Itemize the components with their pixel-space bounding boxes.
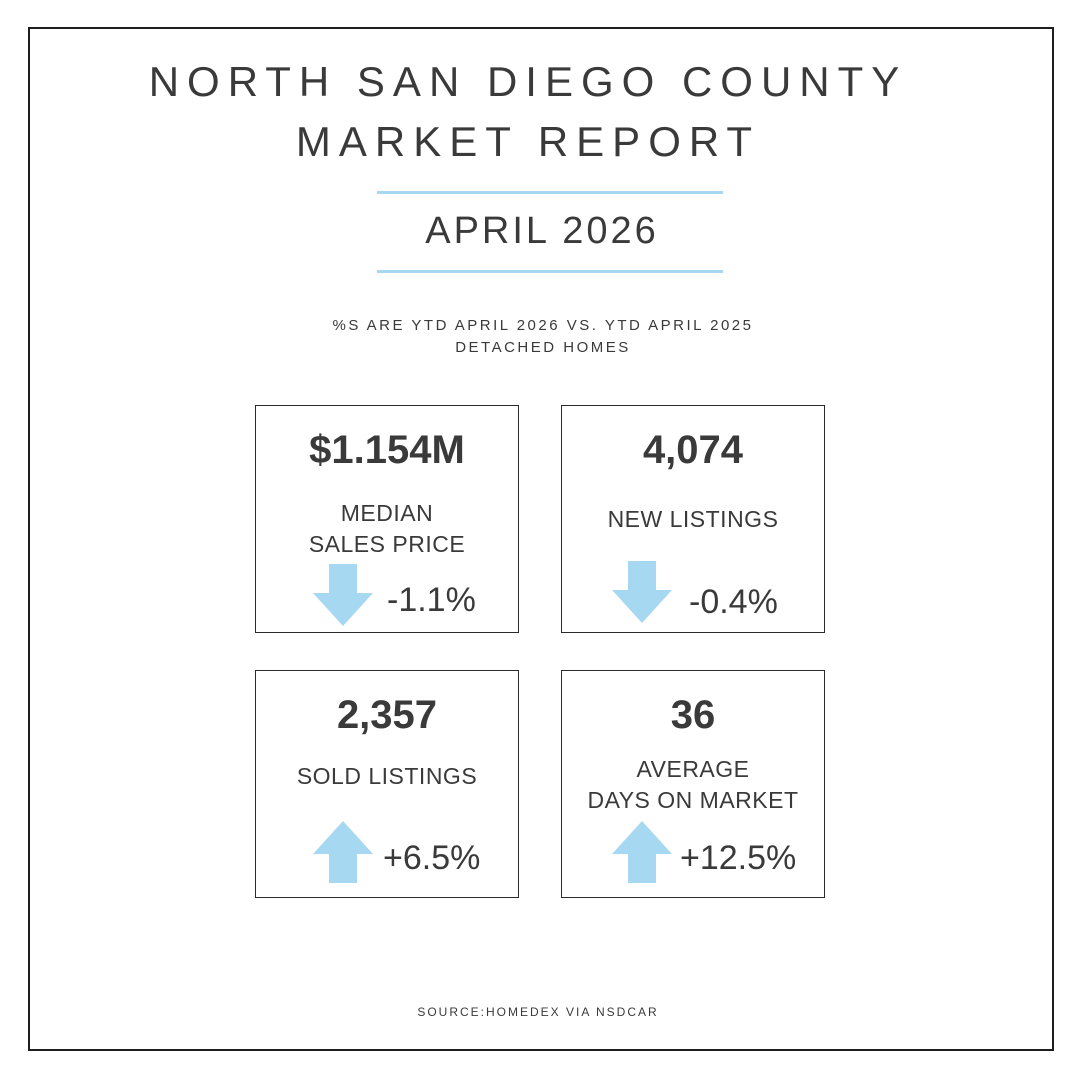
arrow-down-icon (313, 564, 373, 626)
metric-card-median-sales-price: $1.154M MEDIAN SALES PRICE -1.1% (255, 405, 519, 633)
report-period: APRIL 2026 (425, 210, 659, 252)
metric-label: NEW LISTINGS (562, 504, 824, 535)
metric-value: 4,074 (642, 428, 744, 472)
metric-label-line: MEDIAN (340, 500, 434, 526)
metric-value: 2,357 (336, 693, 438, 737)
report-title-line-2: MARKET REPORT (295, 118, 761, 165)
comparison-note: %S ARE YTD APRIL 2026 VS. YTD APRIL 2025 (332, 317, 754, 334)
metric-label-line: DAYS ON MARKET (587, 787, 799, 813)
metric-card-new-listings: 4,074 NEW LISTINGS -0.4% (561, 405, 825, 633)
metric-change: +6.5% (383, 839, 481, 877)
accent-rule-top (377, 191, 723, 194)
metric-label: AVERAGE DAYS ON MARKET (562, 754, 824, 816)
arrow-up-icon (313, 821, 373, 883)
accent-rule-bottom (377, 270, 723, 273)
arrow-down-icon (612, 561, 672, 623)
metric-label-line: SALES PRICE (308, 531, 466, 557)
metric-change: -1.1% (387, 581, 476, 619)
metric-value: $1.154M (309, 428, 465, 472)
metric-label-line: NEW LISTINGS (607, 506, 779, 532)
report-frame (28, 27, 1054, 1051)
metric-label-line: SOLD LISTINGS (296, 763, 478, 789)
metric-value: 36 (670, 693, 716, 737)
metric-label: SOLD LISTINGS (256, 761, 518, 792)
source-credit: SOURCE:HOMEDEX VIA NSDCAR (417, 1005, 659, 1019)
property-type-note: DETACHED HOMES (455, 339, 631, 356)
metric-card-sold-listings: 2,357 SOLD LISTINGS +6.5% (255, 670, 519, 898)
arrow-up-icon (612, 821, 672, 883)
metric-change: +12.5% (680, 839, 797, 877)
metric-card-average-days-on-market: 36 AVERAGE DAYS ON MARKET +12.5% (561, 670, 825, 898)
metric-label-line: AVERAGE (636, 756, 750, 782)
metric-change: -0.4% (689, 583, 778, 621)
metric-label: MEDIAN SALES PRICE (256, 498, 518, 560)
report-title-line-1: NORTH SAN DIEGO COUNTY (148, 58, 908, 105)
